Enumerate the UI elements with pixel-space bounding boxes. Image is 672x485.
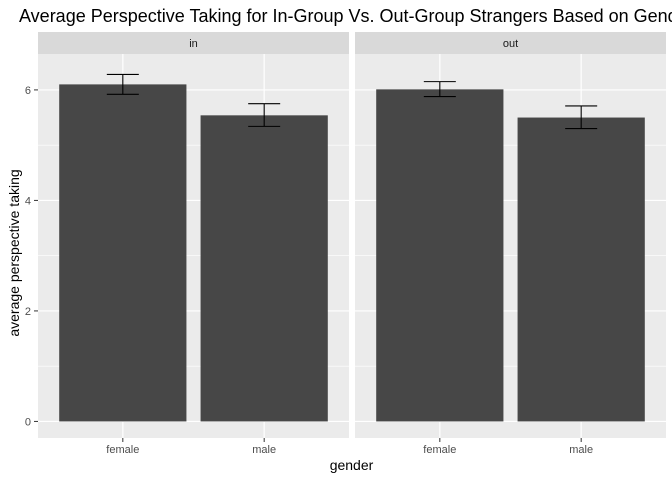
error-bar-in-male [248, 103, 281, 127]
bar-in-female [59, 84, 187, 422]
x-tick-label: male [252, 444, 276, 456]
error-bar-out-male [565, 105, 598, 130]
x-tick-label: female [106, 444, 139, 456]
y-tick-label: 4 [25, 195, 31, 207]
y-tick-label: 6 [25, 85, 31, 97]
y-tick-label: 2 [25, 306, 31, 318]
bar-out-male [517, 117, 645, 422]
bar-in-male [200, 115, 328, 422]
facet-strip-label: in [189, 38, 198, 50]
facet-strip [355, 32, 666, 54]
x-tick-label: male [569, 444, 593, 456]
error-bar-in-female [106, 73, 139, 95]
error-bar-out-female [423, 81, 456, 98]
bar-out-female [376, 89, 504, 422]
facet-strip-label: out [503, 38, 518, 50]
chart-title: Average Perspective Taking for In-Group … [19, 6, 672, 26]
y-axis-title: average perspective taking [6, 169, 22, 336]
facet-panel-in: in female male [38, 32, 349, 456]
x-axis-title: gender [330, 457, 374, 473]
x-tick-label: female [423, 444, 456, 456]
facet-strip [38, 32, 349, 54]
facet-panel-out: out female male [355, 32, 666, 456]
y-tick-label: 0 [25, 416, 31, 428]
